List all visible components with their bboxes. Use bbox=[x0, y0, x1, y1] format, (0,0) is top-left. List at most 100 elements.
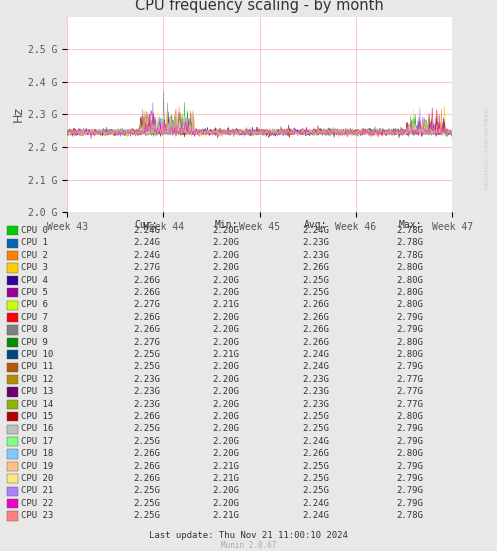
Text: 2.25G: 2.25G bbox=[302, 412, 329, 421]
Text: 2.26G: 2.26G bbox=[133, 449, 160, 458]
Text: 2.78G: 2.78G bbox=[397, 226, 423, 235]
Text: 2.79G: 2.79G bbox=[397, 462, 423, 471]
Text: 2.20G: 2.20G bbox=[213, 424, 240, 434]
Text: 2.26G: 2.26G bbox=[302, 449, 329, 458]
Text: 2.23G: 2.23G bbox=[302, 375, 329, 384]
Text: CPU 7: CPU 7 bbox=[21, 313, 48, 322]
Text: CPU 23: CPU 23 bbox=[21, 511, 53, 520]
Text: 2.20G: 2.20G bbox=[213, 226, 240, 235]
Text: Last update: Thu Nov 21 11:00:10 2024: Last update: Thu Nov 21 11:00:10 2024 bbox=[149, 531, 348, 540]
Text: 2.24G: 2.24G bbox=[302, 499, 329, 508]
Text: 2.26G: 2.26G bbox=[133, 474, 160, 483]
Text: 2.26G: 2.26G bbox=[302, 325, 329, 334]
Text: 2.79G: 2.79G bbox=[397, 363, 423, 371]
Text: CPU 12: CPU 12 bbox=[21, 375, 53, 384]
Text: 2.79G: 2.79G bbox=[397, 437, 423, 446]
Title: CPU frequency scaling - by month: CPU frequency scaling - by month bbox=[135, 0, 384, 13]
Text: 2.26G: 2.26G bbox=[133, 313, 160, 322]
Text: 2.21G: 2.21G bbox=[213, 300, 240, 310]
Text: 2.25G: 2.25G bbox=[302, 462, 329, 471]
Text: 2.23G: 2.23G bbox=[133, 375, 160, 384]
Text: 2.25G: 2.25G bbox=[133, 424, 160, 434]
Text: 2.77G: 2.77G bbox=[397, 399, 423, 409]
Text: 2.24G: 2.24G bbox=[302, 350, 329, 359]
Text: RRDTOOL / TOBI OETIKER: RRDTOOL / TOBI OETIKER bbox=[485, 109, 490, 189]
Text: CPU 17: CPU 17 bbox=[21, 437, 53, 446]
Text: CPU 13: CPU 13 bbox=[21, 387, 53, 396]
Text: CPU 16: CPU 16 bbox=[21, 424, 53, 434]
Text: CPU 6: CPU 6 bbox=[21, 300, 48, 310]
Text: 2.25G: 2.25G bbox=[133, 437, 160, 446]
Text: Cur:: Cur: bbox=[135, 220, 159, 230]
Text: CPU 22: CPU 22 bbox=[21, 499, 53, 508]
Text: 2.25G: 2.25G bbox=[302, 276, 329, 285]
Text: CPU 2: CPU 2 bbox=[21, 251, 48, 260]
Text: 2.80G: 2.80G bbox=[397, 449, 423, 458]
Text: CPU 20: CPU 20 bbox=[21, 474, 53, 483]
Text: 2.78G: 2.78G bbox=[397, 511, 423, 520]
Text: 2.78G: 2.78G bbox=[397, 239, 423, 247]
Text: 2.20G: 2.20G bbox=[213, 499, 240, 508]
Text: 2.26G: 2.26G bbox=[302, 313, 329, 322]
Text: 2.20G: 2.20G bbox=[213, 276, 240, 285]
Text: 2.25G: 2.25G bbox=[133, 350, 160, 359]
Text: 2.27G: 2.27G bbox=[133, 338, 160, 347]
Text: 2.21G: 2.21G bbox=[213, 511, 240, 520]
Text: 2.24G: 2.24G bbox=[133, 239, 160, 247]
Text: 2.26G: 2.26G bbox=[133, 325, 160, 334]
Text: CPU 10: CPU 10 bbox=[21, 350, 53, 359]
Text: 2.20G: 2.20G bbox=[213, 449, 240, 458]
Text: 2.21G: 2.21G bbox=[213, 350, 240, 359]
Text: 2.79G: 2.79G bbox=[397, 325, 423, 334]
Text: 2.24G: 2.24G bbox=[302, 226, 329, 235]
Text: 2.20G: 2.20G bbox=[213, 375, 240, 384]
Text: 2.25G: 2.25G bbox=[302, 487, 329, 495]
Text: 2.20G: 2.20G bbox=[213, 313, 240, 322]
Text: 2.80G: 2.80G bbox=[397, 263, 423, 272]
Text: 2.21G: 2.21G bbox=[213, 474, 240, 483]
Text: 2.23G: 2.23G bbox=[302, 239, 329, 247]
Text: 2.20G: 2.20G bbox=[213, 338, 240, 347]
Text: 2.20G: 2.20G bbox=[213, 288, 240, 297]
Text: 2.20G: 2.20G bbox=[213, 399, 240, 409]
Text: CPU 8: CPU 8 bbox=[21, 325, 48, 334]
Text: 2.24G: 2.24G bbox=[302, 363, 329, 371]
Text: CPU 1: CPU 1 bbox=[21, 239, 48, 247]
Text: 2.80G: 2.80G bbox=[397, 300, 423, 310]
Text: 2.78G: 2.78G bbox=[397, 251, 423, 260]
Text: 2.79G: 2.79G bbox=[397, 424, 423, 434]
Text: Munin 2.0.67: Munin 2.0.67 bbox=[221, 541, 276, 550]
Text: 2.77G: 2.77G bbox=[397, 387, 423, 396]
Text: 2.26G: 2.26G bbox=[302, 300, 329, 310]
Text: CPU 0: CPU 0 bbox=[21, 226, 48, 235]
Text: CPU 3: CPU 3 bbox=[21, 263, 48, 272]
Text: 2.79G: 2.79G bbox=[397, 474, 423, 483]
Text: 2.80G: 2.80G bbox=[397, 350, 423, 359]
Y-axis label: Hz: Hz bbox=[12, 106, 25, 122]
Text: 2.25G: 2.25G bbox=[302, 424, 329, 434]
Text: 2.80G: 2.80G bbox=[397, 412, 423, 421]
Text: 2.27G: 2.27G bbox=[133, 300, 160, 310]
Text: CPU 14: CPU 14 bbox=[21, 399, 53, 409]
Text: CPU 5: CPU 5 bbox=[21, 288, 48, 297]
Text: 2.80G: 2.80G bbox=[397, 338, 423, 347]
Text: 2.24G: 2.24G bbox=[133, 226, 160, 235]
Text: CPU 9: CPU 9 bbox=[21, 338, 48, 347]
Text: Max:: Max: bbox=[398, 220, 422, 230]
Text: 2.80G: 2.80G bbox=[397, 288, 423, 297]
Text: 2.20G: 2.20G bbox=[213, 363, 240, 371]
Text: 2.25G: 2.25G bbox=[302, 474, 329, 483]
Text: 2.20G: 2.20G bbox=[213, 487, 240, 495]
Text: 2.25G: 2.25G bbox=[302, 288, 329, 297]
Text: 2.26G: 2.26G bbox=[133, 412, 160, 421]
Text: 2.79G: 2.79G bbox=[397, 499, 423, 508]
Text: Min:: Min: bbox=[214, 220, 238, 230]
Text: 2.24G: 2.24G bbox=[302, 511, 329, 520]
Text: 2.24G: 2.24G bbox=[133, 251, 160, 260]
Text: CPU 19: CPU 19 bbox=[21, 462, 53, 471]
Text: 2.23G: 2.23G bbox=[133, 387, 160, 396]
Text: 2.20G: 2.20G bbox=[213, 239, 240, 247]
Text: 2.23G: 2.23G bbox=[302, 399, 329, 409]
Text: 2.26G: 2.26G bbox=[302, 338, 329, 347]
Text: 2.24G: 2.24G bbox=[302, 437, 329, 446]
